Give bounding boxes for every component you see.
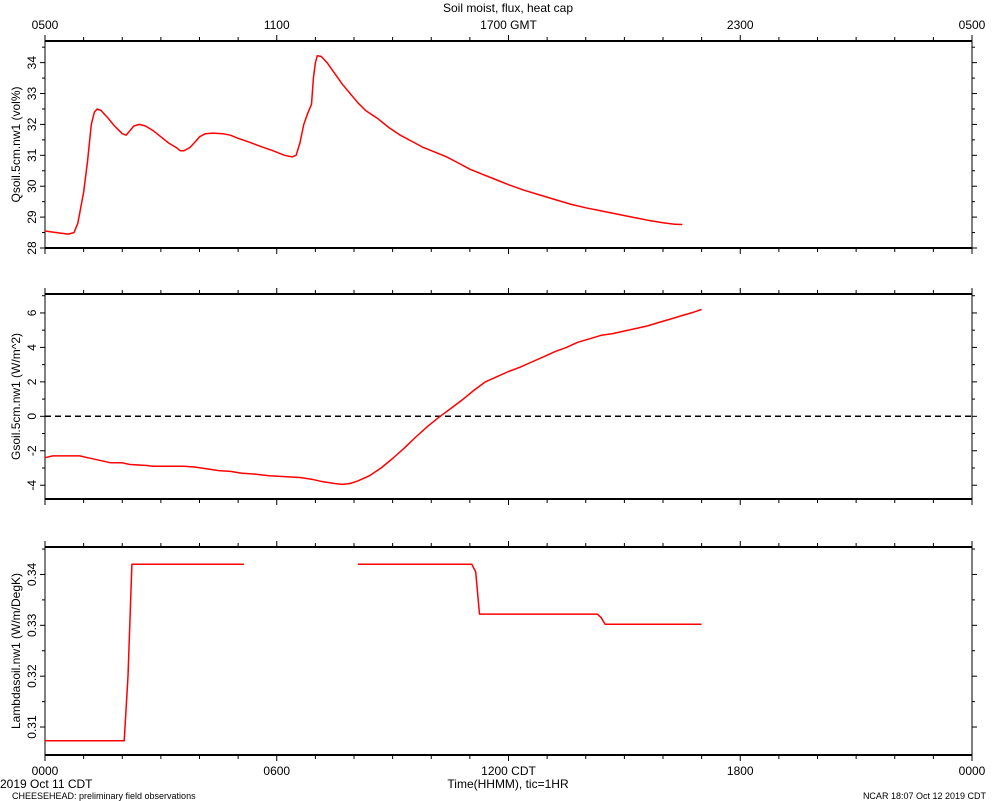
- y-tick-label: 31: [25, 148, 39, 162]
- y-tick-label: 0: [25, 413, 39, 420]
- top-axis-tick-label: 1100: [264, 18, 290, 32]
- bottom-axis-tick-label: 1800: [727, 764, 754, 778]
- bottom-axis-tick-label: 0600: [263, 764, 290, 778]
- panel-1: [40, 35, 977, 254]
- y-tick-label: 6: [25, 309, 39, 316]
- top-axis-tick-label: 2300: [727, 18, 754, 32]
- bottom-axis-tick-label: 0000: [959, 764, 986, 778]
- y-tick-label: 0.32: [25, 664, 39, 688]
- y-tick-label: 4: [25, 344, 39, 351]
- series-line-1: [44, 55, 683, 235]
- footer-stamp: NCAR 18:07 Oct 12 2019 CDT: [862, 791, 986, 801]
- y-axis-label: Qsoil.5cm.nw1 (vol%): [9, 86, 23, 202]
- y-tick-label: 30: [25, 179, 39, 193]
- series-line-1: [45, 563, 244, 742]
- y-tick-label: 34: [25, 56, 39, 70]
- y-axis-label: Gsoil.5cm.nw1 (W/m^2): [9, 333, 23, 460]
- bottom-axis-tick-label: 0000: [32, 764, 59, 778]
- series-line-1: [44, 308, 702, 486]
- chart-title: Soil moist, flux, heat cap: [443, 1, 573, 15]
- y-tick-label: 0.34: [25, 562, 39, 586]
- top-axis-tick-label: 1700 GMT: [480, 18, 537, 32]
- panel-3: [40, 541, 977, 761]
- x-axis-label: Time(HHMM), tic=1HR: [447, 777, 569, 791]
- series-line-2: [357, 563, 702, 626]
- footer-project: CHEESEHEAD: preliminary field observatio…: [12, 791, 196, 801]
- y-tick-label: -4: [25, 480, 39, 491]
- top-axis-tick-label: 0500: [959, 18, 986, 32]
- y-tick-label: 33: [25, 87, 39, 101]
- chart-panels: 28 29 30 31 32 33 34 Qsoil.5cm.nw1 (vol%) -4 -2 0 2…: [9, 18, 986, 778]
- y-tick-label: 2: [25, 378, 39, 385]
- y-tick-label: 28: [25, 241, 39, 255]
- footer-date: 2019 Oct 11 CDT: [0, 777, 93, 791]
- y-tick-label: 29: [25, 210, 39, 224]
- y-axis-label: Lambdasoil.nw1 (W/m/DegK): [9, 573, 23, 729]
- bottom-axis-tick-label: 1200 CDT: [481, 764, 536, 778]
- y-tick-label: 0.33: [25, 613, 39, 637]
- panel-2: [40, 288, 977, 505]
- y-tick-label: 0.31: [25, 715, 39, 739]
- y-tick-label: -2: [25, 445, 39, 456]
- top-axis-tick-label: 0500: [32, 18, 59, 32]
- y-tick-label: 32: [25, 117, 39, 131]
